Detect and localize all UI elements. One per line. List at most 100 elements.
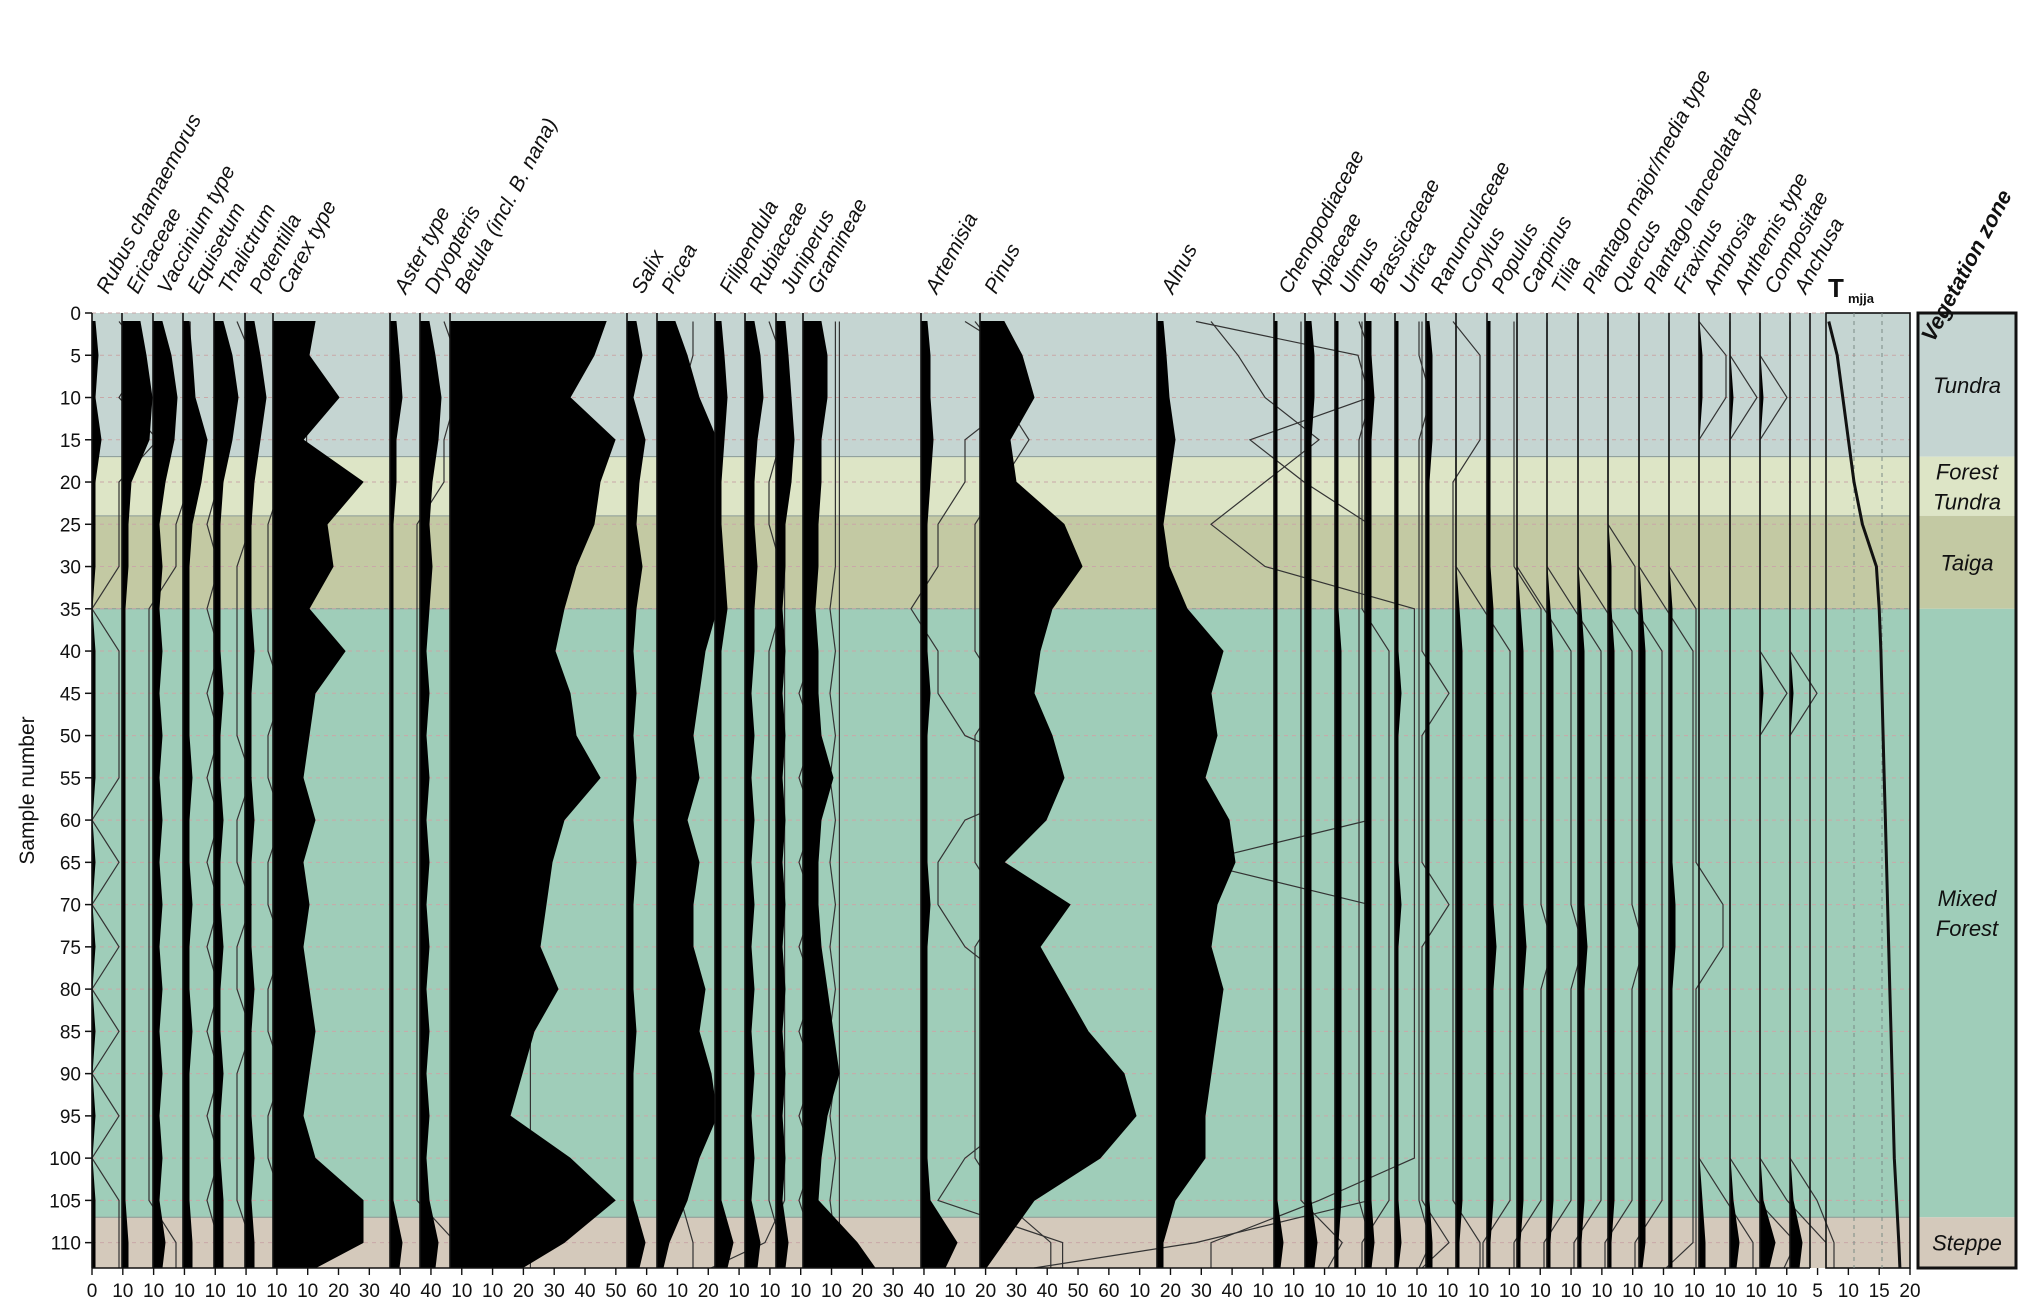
x-tick-label-10: 40	[390, 1281, 411, 1302]
zone-label-2-0: Taiga	[1940, 550, 1993, 575]
taxon-curve-14	[775, 320, 795, 1269]
x-tick-label-55: 10	[1776, 1281, 1797, 1302]
taxon-curve-4	[213, 320, 239, 1269]
taxon-curve-24	[1425, 320, 1433, 1269]
y-tick-label-16: 80	[60, 980, 81, 1001]
zone-box-band-0	[1918, 313, 2016, 457]
x-tick-label-48: 10	[1560, 1281, 1581, 1302]
y-axis-label: Sample number	[16, 716, 39, 864]
taxon-exaggeration-20	[1358, 321, 1372, 1268]
taxon-curve-23	[1394, 320, 1402, 1269]
taxon-curve-18	[1156, 320, 1236, 1269]
x-tick-label-53: 10	[1715, 1281, 1736, 1302]
x-tick-label-30: 30	[1006, 1281, 1027, 1302]
taxon-curve-8	[419, 320, 442, 1269]
y-tick-label-4: 20	[60, 473, 81, 494]
x-tick-label-6: 10	[266, 1281, 287, 1302]
x-tick-label-43: 10	[1406, 1281, 1427, 1302]
taxon-exaggeration-21	[1361, 321, 1390, 1268]
x-tick-label-38: 10	[1252, 1281, 1273, 1302]
taxon-curve-3	[182, 320, 208, 1269]
taxon-exaggeration-23	[1421, 321, 1450, 1269]
temperature-panel	[1825, 312, 1911, 1269]
y-tick-label-0: 0	[70, 304, 81, 325]
taxon-curve-16	[920, 320, 958, 1269]
x-tick-label-4: 10	[205, 1281, 226, 1302]
taxon-curve-13	[744, 320, 764, 1269]
y-tick-label-14: 70	[60, 896, 81, 917]
y-tick-label-22: 110	[51, 1234, 81, 1255]
x-tick-label-11: 40	[420, 1281, 441, 1302]
x-tick-label-25: 20	[852, 1281, 873, 1302]
x-tick-label-16: 40	[574, 1281, 595, 1302]
taxon-curve-20	[1304, 320, 1318, 1269]
y-tick-label-5: 25	[60, 515, 81, 536]
temperature-curve	[1827, 321, 1902, 1269]
x-tick-label-9: 30	[359, 1281, 380, 1302]
x-tick-label-59: 20	[1899, 1281, 1920, 1302]
x-tick-label-39: 10	[1283, 1281, 1304, 1302]
y-tick-label-17: 85	[60, 1022, 81, 1043]
temperature-subscript: mjja	[1848, 291, 1875, 306]
y-tick-label-6: 30	[60, 558, 81, 579]
taxon-curve-22	[1364, 320, 1375, 1269]
taxon-label-17: Pinus	[980, 240, 1025, 298]
zone-box-band-4	[1918, 1217, 2016, 1268]
x-tick-label-52: 10	[1684, 1281, 1705, 1302]
taxon-exaggeration-22	[1418, 321, 1432, 1269]
zone-box-band-3	[1918, 608, 2016, 1218]
taxon-curve-6	[272, 320, 364, 1269]
taxon-curve-12	[714, 320, 734, 1269]
x-tick-label-36: 30	[1191, 1281, 1212, 1302]
x-tick-label-8: 20	[328, 1281, 349, 1302]
x-tick-label-49: 10	[1591, 1281, 1612, 1302]
x-tick-label-32: 50	[1067, 1281, 1088, 1302]
y-tick-label-21: 105	[49, 1191, 81, 1212]
x-tick-label-14: 20	[513, 1281, 534, 1302]
y-tick-label-2: 10	[60, 389, 81, 410]
x-tick-label-17: 50	[605, 1281, 626, 1302]
x-tick-label-42: 10	[1376, 1281, 1397, 1302]
taxon-label-16: Artemisia	[920, 209, 982, 299]
x-tick-label-5: 10	[235, 1281, 256, 1302]
y-tick-label-8: 40	[60, 642, 81, 663]
x-tick-label-28: 10	[944, 1281, 965, 1302]
x-tick-label-7: 10	[297, 1281, 318, 1302]
taxon-label-11: Picea	[657, 240, 702, 297]
y-tick-label-1: 5	[70, 346, 81, 367]
y-tick-label-9: 45	[60, 684, 81, 705]
x-tick-label-37: 40	[1222, 1281, 1243, 1302]
y-tick-label-18: 90	[60, 1065, 81, 1086]
x-tick-label-26: 30	[883, 1281, 904, 1302]
x-tick-label-33: 60	[1098, 1281, 1119, 1302]
taxon-curve-2	[152, 320, 178, 1269]
taxon-exaggeration-14	[829, 321, 837, 1268]
x-tick-label-0: 0	[87, 1281, 98, 1302]
taxon-exaggeration-19	[1300, 321, 1343, 1269]
x-tick-label-15: 30	[544, 1281, 565, 1302]
zone-box-band-2	[1918, 515, 2016, 609]
zone-label-1-1: Tundra	[1933, 489, 2001, 514]
y-tick-label-10: 50	[60, 727, 81, 748]
zone-box-band-1	[1918, 456, 2016, 516]
x-tick-label-35: 20	[1160, 1281, 1181, 1302]
taxon-curve-19	[1273, 320, 1284, 1269]
taxon-curve-7	[389, 320, 403, 1269]
zone-label-3-1: Forest	[1936, 916, 1999, 941]
taxon-exaggeration-12	[768, 321, 782, 1268]
x-tick-label-22: 10	[759, 1281, 780, 1302]
x-tick-label-27: 40	[913, 1281, 934, 1302]
taxon-exaggeration-26	[1513, 321, 1554, 1268]
taxon-label-18: Alnus	[1156, 240, 1202, 299]
x-tick-label-1: 10	[112, 1281, 133, 1302]
taxon-curve-9	[449, 320, 616, 1269]
taxon-curve-26	[1486, 320, 1497, 1269]
x-tick-label-2: 10	[143, 1281, 164, 1302]
y-tick-label-11: 55	[60, 769, 81, 790]
y-tick-label-20: 100	[49, 1149, 81, 1170]
y-tick-label-7: 35	[60, 600, 81, 621]
y-tick-label-12: 60	[60, 811, 81, 832]
x-tick-label-13: 10	[482, 1281, 503, 1302]
